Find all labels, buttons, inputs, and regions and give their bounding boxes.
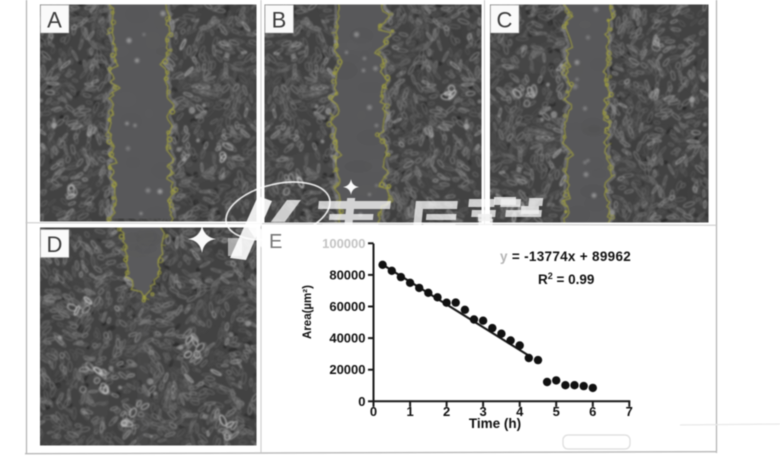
svg-text:100000: 100000: [322, 236, 365, 251]
svg-text:60000: 60000: [329, 299, 365, 314]
svg-text:40000: 40000: [329, 331, 365, 346]
svg-text:Area(µm²): Area(µm²): [302, 285, 314, 339]
svg-text:0: 0: [370, 404, 377, 419]
svg-text:A: A: [47, 8, 62, 33]
svg-text:20000: 20000: [329, 362, 365, 377]
svg-text:5: 5: [553, 404, 560, 419]
svg-text:6: 6: [589, 404, 596, 419]
svg-text:7: 7: [626, 404, 633, 419]
svg-text:y = -13774x + 89962: y = -13774x + 89962: [500, 249, 631, 264]
svg-text:1: 1: [406, 404, 413, 419]
svg-text:C: C: [497, 8, 513, 33]
svg-text:4: 4: [516, 404, 524, 419]
svg-text:R2 = 0.99: R2 = 0.99: [538, 271, 594, 287]
svg-text:B: B: [272, 8, 287, 33]
svg-text:3: 3: [479, 404, 486, 419]
svg-text:80000: 80000: [329, 267, 365, 282]
svg-text:2: 2: [443, 404, 450, 419]
svg-text:0: 0: [358, 394, 365, 409]
svg-text:D: D: [47, 232, 63, 257]
svg-text:Time (h): Time (h): [469, 416, 521, 431]
svg-text:E: E: [269, 231, 282, 253]
